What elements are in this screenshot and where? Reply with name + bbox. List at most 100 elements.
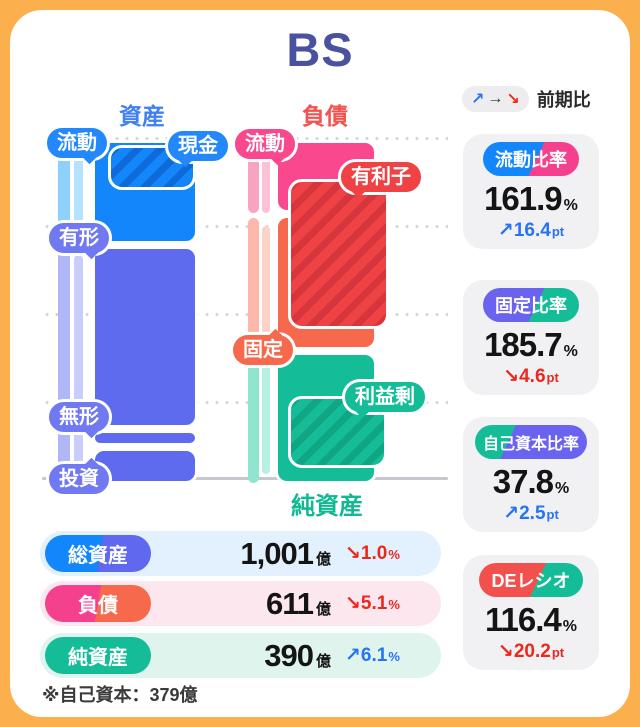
net-assets-column-title: 純資産 [291, 493, 363, 520]
asset-current-label: 流動 [44, 125, 110, 161]
metric-label-pill: DEレシオ [479, 563, 583, 597]
retained-earnings-hatch [288, 396, 387, 468]
change-number: 16.4 [513, 220, 551, 241]
summary-label-pill: 負債 [45, 585, 151, 622]
change-arrow-icon: ↘ [345, 543, 361, 564]
asset-intangible-bar [92, 430, 198, 446]
metric-change: ↗ 16.4 pt [498, 219, 564, 242]
summary-unit: 億 [315, 652, 331, 670]
change-number: 1.0 [360, 543, 388, 564]
change-unit: pt [546, 370, 559, 385]
change-unit: pt [551, 645, 565, 660]
metric-value: 185.7 % [484, 326, 578, 364]
change-number: 20.2 [513, 641, 551, 662]
metric-label-pill: 流動比率 [483, 142, 579, 176]
asset-current-bracket [58, 140, 70, 242]
summary-unit: 億 [315, 600, 331, 618]
metric-unit: % [563, 343, 578, 360]
metric-card-de-ratio: DEレシオ 116.4 % ↘ 20.2 pt [463, 555, 599, 670]
liability-fixed-label: 固定 [230, 332, 296, 368]
asset-intangible-label: 無形 [46, 399, 112, 435]
metric-unit: % [562, 618, 577, 635]
metric-value: 37.8 % [493, 463, 569, 501]
summary-row-total-assets: 総資産 1,001 億 ↘ 1.0 % [40, 531, 441, 576]
summary-value: 390 億 [264, 638, 331, 674]
change-unit: % [388, 649, 400, 664]
metric-value: 161.9 % [484, 180, 578, 218]
liability-current-label: 流動 [232, 126, 298, 162]
change-number: 5.1 [360, 593, 388, 614]
arrow-flat-icon: → [487, 90, 504, 107]
summary-label-pill: 純資産 [45, 637, 151, 674]
assets-column-title: 資産 [119, 103, 165, 129]
asset-investment-label: 投資 [46, 461, 112, 497]
legend-label: 前期比 [536, 90, 591, 110]
metric-unit: % [563, 197, 578, 214]
metric-change: ↗ 2.5 pt [503, 502, 559, 525]
liabilities-column-title: 負債 [302, 103, 348, 129]
metric-card-fixed-ratio: 固定比率 185.7 % ↘ 4.6 pt [463, 280, 599, 395]
summary-change: ↗ 6.1 % [345, 644, 435, 667]
change-arrow-icon: ↗ [497, 220, 514, 241]
metric-number: 185.7 [484, 326, 563, 363]
liability-fixed-bracket-inner [262, 226, 270, 340]
asset-current-bracket-inner [74, 148, 83, 242]
change-unit: pt [551, 224, 565, 239]
summary-change: ↘ 5.1 % [345, 592, 435, 615]
change-unit: pt [546, 507, 559, 522]
interest-bearing-label: 有利子 [338, 159, 424, 195]
metric-value: 116.4 % [485, 601, 577, 639]
net-assets-bracket [248, 353, 259, 483]
change-arrow-icon: ↘ [345, 593, 361, 614]
asset-cash-label: 現金 [165, 128, 231, 164]
change-arrow-icon: ↘ [497, 641, 514, 662]
summary-unit: 億 [315, 550, 331, 568]
metric-card-equity-ratio: 自己資本比率 37.8 % ↗ 2.5 pt [463, 417, 599, 532]
summary-label-pill: 総資産 [45, 535, 151, 572]
summary-value: 611 億 [266, 586, 331, 622]
retained-earnings-label: 利益剰 [342, 379, 428, 415]
metric-number: 116.4 [485, 601, 562, 638]
metric-number: 161.9 [484, 180, 563, 217]
asset-tangible-label: 有形 [46, 220, 112, 256]
metric-label-pill: 固定比率 [483, 288, 579, 322]
net-assets-bracket-inner [262, 361, 270, 474]
change-arrow-icon: ↘ [503, 366, 520, 387]
interest-bearing-hatch [288, 179, 389, 329]
asset-tangible-bar [92, 246, 198, 428]
summary-row-net-assets: 純資産 390 億 ↗ 6.1 % [40, 633, 441, 678]
summary-value: 1,001 億 [240, 536, 331, 572]
asset-fixed-bracket-inner [74, 255, 83, 474]
metric-card-current-ratio: 流動比率 161.9 % ↗ 16.4 pt [463, 134, 599, 249]
summary-number: 611 [265, 585, 314, 621]
metric-unit: % [555, 480, 570, 497]
arrow-up-icon: ↗ [471, 91, 485, 108]
change-number: 2.5 [519, 503, 546, 524]
arrow-down-icon: ↘ [506, 91, 520, 108]
metric-change: ↘ 20.2 pt [498, 640, 564, 663]
liability-current-bracket-inner [262, 150, 270, 213]
gridline-4 [42, 401, 448, 404]
gridline-2 [42, 225, 448, 228]
gridline-3 [42, 313, 448, 316]
page-title: BS [286, 23, 354, 76]
summary-number: 1,001 [240, 535, 314, 571]
equity-footnote: ※自己資本：379億 [42, 685, 198, 705]
chart-baseline [42, 477, 448, 480]
asset-fixed-bracket [58, 247, 70, 482]
change-unit: % [388, 597, 400, 612]
change-number: 4.6 [519, 366, 546, 387]
liability-fixed-bracket [248, 218, 259, 348]
legend-arrows: ↗ → ↘ [462, 86, 529, 112]
change-number: 6.1 [360, 645, 388, 666]
change-arrow-icon: ↗ [503, 503, 520, 524]
metric-number: 37.8 [492, 463, 554, 500]
summary-change: ↘ 1.0 % [345, 542, 435, 565]
legend-prior-period: ↗ → ↘ 前期比 [462, 86, 591, 112]
change-unit: % [388, 547, 400, 562]
summary-number: 390 [264, 637, 314, 673]
summary-row-liabilities: 負債 611 億 ↘ 5.1 % [40, 581, 441, 626]
liability-current-bracket [248, 140, 259, 213]
metric-label-pill: 自己資本比率 [474, 425, 587, 459]
metric-change: ↘ 4.6 pt [503, 365, 559, 388]
